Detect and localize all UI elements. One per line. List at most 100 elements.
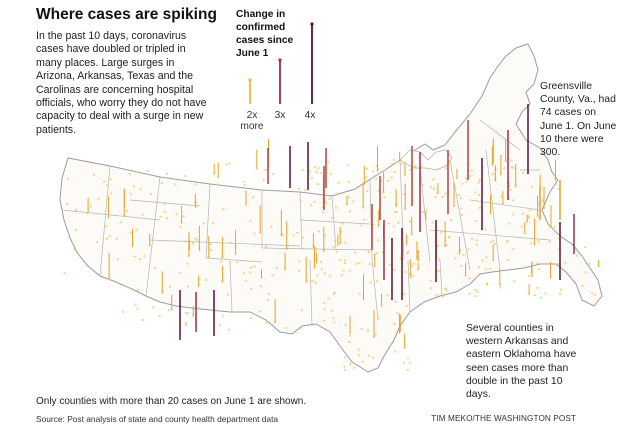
county-dot-36 [593, 293, 597, 296]
county-dot-385 [499, 286, 502, 289]
county-dot-163 [317, 230, 320, 233]
county-dot-340 [322, 319, 325, 322]
county-dot-37 [149, 192, 153, 196]
county-dot-237 [245, 279, 248, 282]
county-dot-95 [235, 261, 239, 264]
county-dot-100 [168, 285, 172, 288]
county-dot-110 [216, 183, 219, 186]
county-dot-290 [383, 196, 386, 199]
county-dot-277 [275, 266, 278, 269]
county-dot-254 [440, 231, 443, 234]
county-dot-41 [194, 237, 197, 240]
state-border-18 [439, 259, 443, 297]
county-dot-319 [393, 158, 396, 162]
county-dot-282 [465, 177, 468, 180]
county-dot-317 [408, 362, 411, 365]
county-dot-398 [363, 218, 366, 221]
county-dot-83 [109, 178, 112, 181]
county-dot-348 [342, 269, 345, 272]
county-dot-201 [493, 229, 497, 232]
county-dot-113 [490, 241, 493, 244]
county-dot-458 [310, 177, 313, 180]
county-dot-63 [391, 162, 394, 165]
county-dot-469 [367, 329, 370, 332]
county-dot-240 [74, 229, 77, 232]
annotation-greensville: Greensville County, Va., had 74 cases on… [540, 81, 617, 159]
county-dot-193 [226, 293, 230, 296]
state-border-16 [429, 229, 551, 241]
county-dot-242 [75, 208, 78, 211]
county-dot-127 [413, 262, 416, 265]
county-dot-416 [316, 183, 319, 186]
county-dot-269 [528, 274, 531, 277]
county-dot-232 [360, 224, 363, 227]
county-dot-195 [334, 206, 337, 209]
county-dot-238 [485, 256, 488, 259]
state-border-20 [371, 257, 379, 321]
county-dot-213 [529, 209, 532, 212]
county-dot-480 [408, 220, 411, 223]
county-dot-111 [405, 304, 408, 307]
county-dot-45 [454, 257, 457, 260]
county-dot-432 [396, 312, 399, 315]
county-dot-376 [313, 166, 316, 169]
county-dot-328 [458, 194, 461, 197]
county-dot-270 [304, 189, 307, 192]
county-dot-132 [387, 179, 390, 182]
county-dot-365 [319, 260, 322, 263]
county-dot-306 [262, 178, 265, 181]
county-dot-219 [347, 180, 350, 183]
county-dot-209 [564, 261, 567, 264]
county-dot-455 [368, 262, 371, 266]
county-dot-318 [445, 288, 448, 291]
county-dot-302 [327, 297, 330, 300]
county-dot-103 [205, 278, 208, 282]
county-dot-447 [347, 196, 350, 199]
county-dot-435 [344, 259, 347, 262]
county-dot-186 [138, 258, 142, 261]
county-dot-147 [361, 360, 364, 363]
county-dot-344 [186, 262, 189, 265]
county-dot-393 [220, 260, 223, 263]
county-dot-292 [249, 266, 252, 269]
county-dot-283 [209, 243, 212, 246]
county-dot-493 [109, 192, 113, 195]
county-dot-487 [320, 268, 323, 271]
county-dot-424 [445, 244, 448, 247]
intro-text: In the past 10 days, coronavirus cases h… [36, 30, 207, 136]
county-dot-366 [406, 357, 410, 360]
county-dot-368 [348, 340, 351, 344]
county-dot-314 [392, 225, 395, 228]
county-dot-46 [492, 239, 495, 242]
county-dot-350 [175, 213, 178, 216]
county-dot-266 [270, 225, 273, 228]
county-dot-225 [163, 239, 166, 242]
county-dot-425 [536, 286, 539, 289]
county-dot-50 [387, 222, 391, 225]
county-dot-108 [158, 314, 161, 318]
county-dot-91 [429, 279, 432, 282]
county-dot-166 [475, 239, 479, 242]
state-border-13 [449, 159, 471, 271]
state-borders [61, 119, 551, 327]
county-dot-129 [121, 310, 124, 314]
county-dot-202 [323, 234, 327, 237]
county-dot-362 [390, 176, 394, 179]
legend-label-2x-line1: 2x [246, 110, 258, 121]
county-dot-134 [414, 165, 417, 168]
county-dot-448 [437, 258, 441, 261]
county-dot-198 [417, 259, 420, 262]
county-dot-403 [527, 216, 531, 219]
county-dot-451 [165, 217, 168, 220]
county-dot-86 [66, 177, 69, 180]
county-dot-171 [412, 274, 415, 277]
county-dot-321 [462, 254, 465, 257]
county-dot-261 [520, 225, 523, 228]
county-dot-463 [337, 181, 340, 184]
county-dot-25 [467, 248, 470, 251]
county-dot-311 [272, 173, 275, 176]
county-dot-265 [441, 195, 444, 199]
county-dot-446 [315, 170, 318, 174]
county-dot-478 [259, 285, 262, 288]
county-dot-164 [320, 171, 323, 174]
